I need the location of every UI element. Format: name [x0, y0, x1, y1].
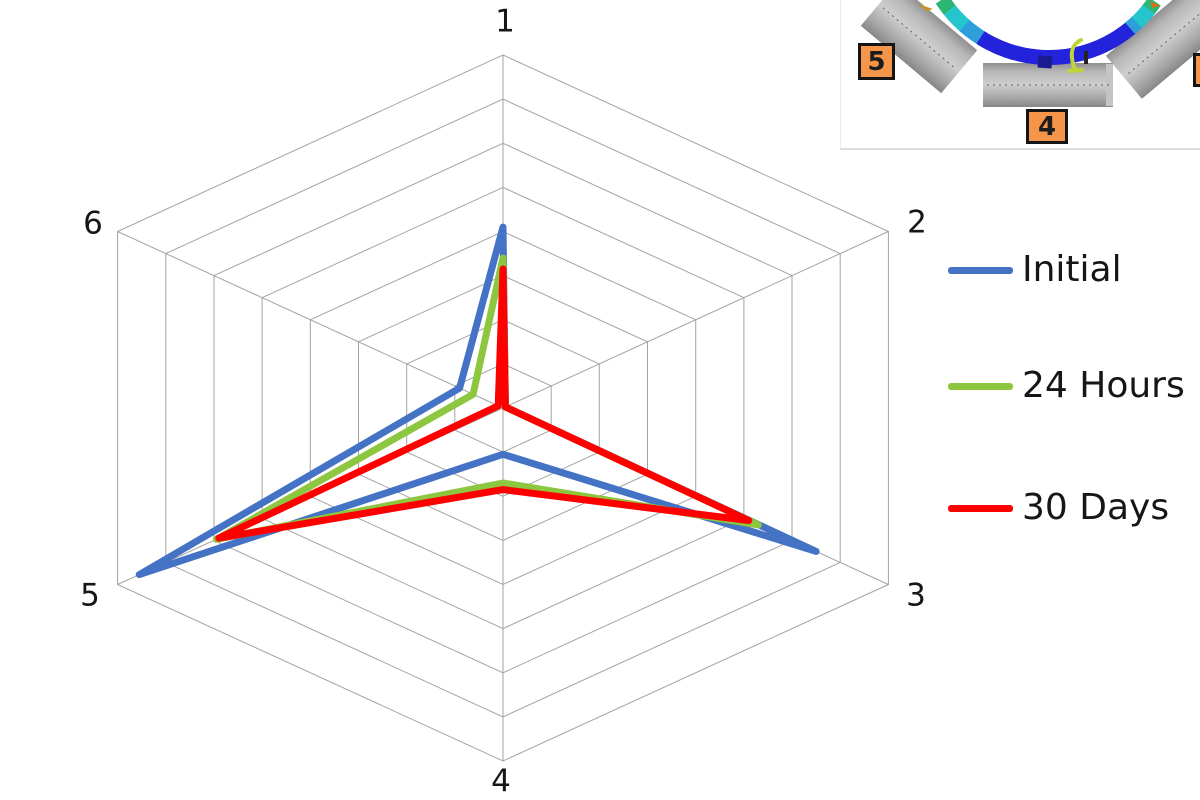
right-roller [1105, 0, 1200, 99]
legend-item-30-days: 30 Days [948, 487, 1170, 528]
belt-segment [1131, 2, 1157, 28]
legend-swatch-initial [948, 266, 1013, 274]
annotation-arrow-left [918, 4, 933, 11]
axis-label-4: 4 [491, 763, 511, 800]
axis-label-1: 1 [495, 3, 515, 40]
fea-belt-inset: 5 4 [840, 0, 1200, 150]
legend-label-30-days: 30 Days [1022, 487, 1170, 528]
axis-label-5: 5 [80, 577, 100, 614]
legend-label-initial: Initial [1022, 249, 1122, 290]
fea-render-image [860, 0, 1200, 107]
belt-segment [1125, 16, 1143, 35]
axis-label-3: 3 [906, 577, 926, 614]
belt-segment [959, 19, 988, 46]
belt-segment [976, 20, 1138, 65]
belt-stress-contour [935, 0, 1161, 65]
axis-label-2: 2 [907, 204, 927, 241]
legend-label-24-hours: 24 Hours [1022, 365, 1185, 406]
belt-segment [944, 5, 972, 33]
belt-segment [935, 0, 956, 15]
axis-label-6: 6 [83, 205, 103, 242]
annotation-arrow-right [1150, 1, 1160, 8]
belt-segment [1142, 0, 1161, 14]
radar-series-2 [215, 265, 753, 542]
boundary-condition-glyph [1067, 38, 1084, 73]
roller-tag-4: 4 [1026, 109, 1068, 144]
legend-swatch-24-hours [948, 382, 1013, 390]
legend-item-initial: Initial [948, 249, 1122, 290]
roller-tag-partial [1193, 53, 1200, 87]
left-roller [860, 0, 978, 94]
roller-tag-5: 5 [858, 43, 895, 80]
legend-swatch-30-days [948, 504, 1013, 512]
belt-node-patch [1037, 55, 1053, 69]
legend-item-24-hours: 24 Hours [948, 365, 1185, 406]
belt-node-tick [1084, 51, 1088, 64]
center-roller [983, 63, 1113, 107]
